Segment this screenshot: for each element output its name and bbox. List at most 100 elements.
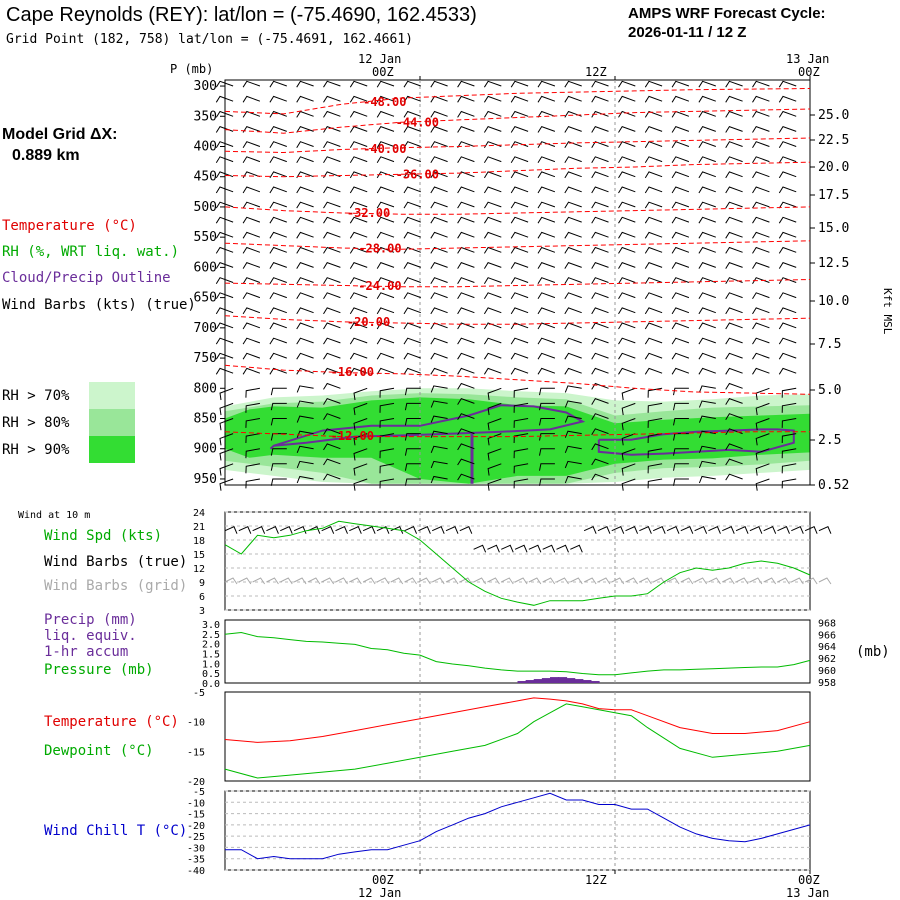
wind-barb bbox=[698, 186, 716, 194]
p-tick-label: 800 bbox=[194, 381, 217, 396]
wind-barb bbox=[725, 261, 743, 269]
kft-tick-label: 20.0 bbox=[818, 160, 849, 175]
wind-barb bbox=[457, 156, 475, 164]
wind-barb bbox=[269, 110, 287, 118]
wind-barb bbox=[403, 141, 421, 148]
wind-barb bbox=[510, 186, 529, 194]
wind-barb bbox=[564, 307, 582, 315]
wind-barb bbox=[349, 125, 368, 133]
bottom-hour-label-2: 00Z bbox=[798, 873, 820, 887]
wind-barb bbox=[457, 428, 475, 436]
wind-barb bbox=[430, 475, 448, 484]
wind-barb bbox=[457, 458, 475, 466]
pressure-y-tick: 966 bbox=[818, 630, 836, 641]
wind-barb bbox=[564, 125, 582, 133]
rh-region-rh90 bbox=[225, 397, 810, 484]
wind-barb bbox=[457, 322, 475, 330]
wind-barb bbox=[591, 80, 609, 88]
precip-bar bbox=[541, 678, 551, 683]
wind-barb bbox=[215, 186, 234, 194]
wind-barb bbox=[403, 307, 421, 315]
true-barb bbox=[597, 526, 611, 534]
wind-barb bbox=[376, 292, 395, 300]
wind-barb bbox=[323, 186, 341, 194]
wind-barb bbox=[269, 125, 287, 133]
pressure-y-tick: 962 bbox=[818, 654, 836, 665]
temp-y-tick: -15 bbox=[187, 747, 205, 758]
grid-barb bbox=[321, 577, 335, 585]
isotherm-label: -40.00 bbox=[363, 142, 406, 156]
true-barb bbox=[625, 526, 639, 534]
wind-barb bbox=[778, 322, 797, 330]
wind-barb bbox=[323, 292, 341, 300]
true-barb bbox=[639, 526, 652, 534]
wind-barb bbox=[483, 125, 502, 133]
bottom-hour-label-0: 00Z bbox=[372, 873, 394, 887]
wind-barb bbox=[430, 125, 448, 133]
wind-barb bbox=[537, 110, 556, 118]
wind-barb bbox=[296, 277, 314, 284]
wind-barb bbox=[323, 156, 341, 164]
wind-barb bbox=[323, 95, 341, 103]
wind-barb bbox=[323, 322, 341, 330]
wind-barb bbox=[671, 171, 690, 179]
wind-barb bbox=[483, 292, 502, 300]
precip-panel-frame bbox=[224, 619, 811, 684]
wind-y-tick: 15 bbox=[193, 550, 205, 561]
wind-barb bbox=[564, 430, 582, 438]
isotherm-label: -20.00 bbox=[347, 315, 390, 329]
wind-barb bbox=[430, 322, 448, 330]
wind-barb bbox=[349, 292, 368, 300]
true-barb bbox=[652, 526, 666, 534]
wind-barb bbox=[591, 292, 609, 300]
wind-barb bbox=[778, 186, 797, 194]
true-barb bbox=[459, 526, 473, 534]
isotherm--40 bbox=[224, 137, 811, 154]
cross-section-frame bbox=[224, 79, 811, 486]
wind-barb bbox=[270, 463, 287, 471]
wind-barb bbox=[219, 478, 234, 491]
wind-barb bbox=[752, 110, 770, 118]
wind-barb bbox=[215, 216, 234, 224]
wind-barb bbox=[323, 216, 341, 224]
wind-barb bbox=[457, 367, 475, 375]
wind-barb bbox=[539, 448, 555, 456]
wind-barb bbox=[242, 231, 261, 239]
wind-barb bbox=[591, 186, 609, 194]
wind-barb bbox=[752, 261, 770, 269]
wind-barb bbox=[483, 307, 502, 315]
wind-barb bbox=[725, 322, 743, 330]
wind-barb bbox=[725, 337, 743, 345]
true-barb bbox=[804, 526, 818, 534]
wind-barb bbox=[537, 141, 556, 148]
wind-barb bbox=[245, 402, 260, 413]
wind-barb bbox=[245, 463, 260, 474]
wind-barb bbox=[404, 448, 421, 456]
wind-barb bbox=[564, 246, 582, 254]
wind-barb bbox=[404, 387, 421, 396]
wind-barb bbox=[644, 231, 663, 239]
windchill-y-tick: -35 bbox=[187, 855, 205, 866]
wind-barb bbox=[618, 277, 636, 284]
wind-barb bbox=[698, 216, 716, 224]
wind-barb bbox=[564, 171, 582, 179]
grid-barb bbox=[777, 577, 790, 585]
isotherm-label: -16.00 bbox=[331, 365, 374, 379]
wind-barb bbox=[564, 231, 582, 239]
wind-barb bbox=[671, 246, 690, 254]
grid-barb bbox=[570, 577, 583, 585]
wind-barb bbox=[430, 415, 448, 423]
wind-barb bbox=[537, 171, 556, 179]
windchill-line bbox=[225, 792, 811, 860]
wind-barb bbox=[725, 382, 743, 390]
kft-tick-label: 7.5 bbox=[818, 337, 841, 352]
wind-barb bbox=[537, 337, 556, 345]
wind-barb bbox=[430, 445, 448, 453]
temp-y-tick: -10 bbox=[187, 718, 205, 729]
grid-barb bbox=[791, 577, 804, 585]
wind-barb bbox=[510, 261, 529, 269]
wind-barb bbox=[752, 171, 770, 179]
wind-barb bbox=[376, 201, 395, 209]
wind-barb bbox=[242, 110, 261, 118]
wind-barb bbox=[537, 367, 556, 375]
